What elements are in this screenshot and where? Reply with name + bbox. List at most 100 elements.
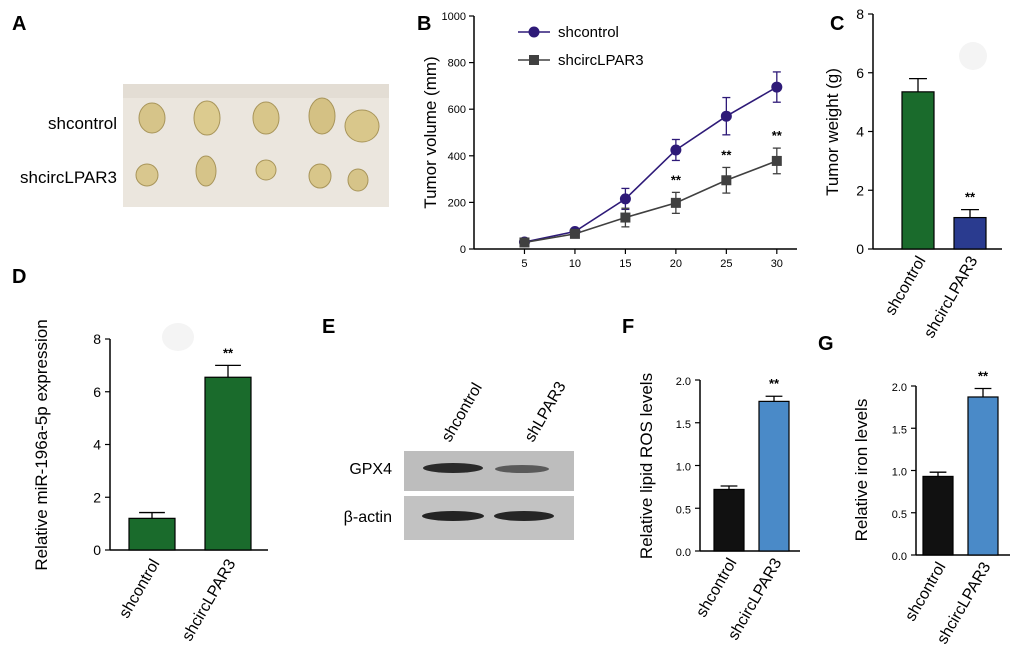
panel-letter-d: D (12, 266, 26, 288)
tumor-blob (252, 101, 280, 135)
significance-label: ** (721, 147, 732, 162)
panel-letter-c: C (830, 13, 844, 35)
y-tick-label: 6 (856, 65, 864, 81)
bar-shcontrol (128, 517, 176, 551)
y-tick-label: 600 (448, 104, 466, 116)
data-point-shcircLPAR3 (670, 197, 681, 208)
bar-shcontrol (901, 91, 935, 250)
panel-letter-a: A (12, 13, 26, 35)
lane-label-shLPAR3: shLPAR3 (522, 379, 570, 445)
band-label-actin: β-actin (344, 509, 392, 526)
x-tick-label: 10 (569, 258, 581, 270)
panel-letter-g: G (818, 333, 834, 355)
band-actin-shLPAR3 (494, 511, 554, 521)
data-point-shcircLPAR3 (721, 175, 732, 186)
y-tick-label: 1.0 (892, 467, 907, 479)
tumor-row-shcircLPAR3 (135, 155, 369, 192)
y-tick-label: 6 (93, 384, 101, 400)
y-tick-label: 0 (856, 241, 864, 257)
tumor-blob (308, 97, 336, 135)
x-tick-label: 15 (619, 258, 631, 270)
panel-e-western-blot: E shcontrol shLPAR3 GPX4 β-actin (322, 316, 574, 540)
data-point-shcircLPAR3 (519, 237, 530, 248)
tumor-photo (123, 84, 389, 207)
data-point-shcontrol (771, 81, 783, 93)
y-axis-title: Relative iron levels (852, 399, 871, 542)
series-line-shcircLPAR3 (524, 160, 778, 244)
band-label-gpx4: GPX4 (349, 461, 392, 478)
significance-label: ** (671, 172, 682, 187)
row-label-shcircLPAR3: shcircLPAR3 (20, 168, 117, 187)
tumor-blob (308, 163, 332, 189)
band-gpx4-shcontrol (423, 463, 483, 473)
y-tick-label: 200 (448, 197, 466, 209)
significance-label: ** (769, 376, 780, 391)
panel-f-bar-chart: F 0.00.51.01.52.0shcontrol**shcircLPAR3R… (622, 316, 800, 643)
data-point-shcontrol (720, 110, 732, 122)
bar-shcircLPAR3 (758, 400, 790, 552)
y-tick-label: 1.0 (676, 462, 691, 474)
significance-label: ** (965, 190, 976, 205)
x-tick-label: 25 (720, 258, 732, 270)
y-tick-label: 0 (460, 244, 466, 256)
y-tick-label: 0.5 (676, 504, 691, 516)
data-point-shcontrol (619, 193, 631, 205)
photo-background (123, 84, 389, 207)
legend-marker (528, 26, 540, 38)
y-tick-label: 4 (93, 437, 101, 453)
band-actin-shcontrol (422, 511, 484, 521)
tumor-blob (347, 168, 369, 192)
tumor-blob (135, 163, 159, 187)
band-gpx4-shLPAR3 (495, 465, 549, 473)
tumor-blob (195, 155, 217, 187)
y-tick-label: 8 (93, 331, 101, 347)
tumor-blob (193, 100, 221, 136)
y-tick-label: 2 (856, 182, 864, 198)
row-label-shcontrol: shcontrol (48, 114, 117, 133)
y-axis-title: Relative miR-196a-5p expression (32, 319, 51, 570)
significance-label: ** (223, 345, 234, 360)
tumor-blob (138, 102, 166, 134)
y-tick-label: 4 (856, 124, 864, 140)
bar-shcircLPAR3 (204, 376, 252, 551)
category-label-shcircLPAR3: shcircLPAR3 (179, 556, 239, 644)
panel-letter-e: E (322, 316, 335, 338)
bar-shcontrol (713, 488, 745, 552)
series-line-shcontrol (524, 86, 778, 243)
data-point-shcircLPAR3 (771, 155, 782, 166)
y-tick-label: 800 (448, 58, 466, 70)
photo-shade-top (123, 84, 389, 98)
category-label-shcontrol: shcontrol (882, 254, 929, 319)
panel-b-line-chart: B 0 200 400 600 800 1000 5 10 15 20 25 30 Tumor volu… (417, 11, 797, 270)
panel-a: A shcontrol shcircLPAR3 (12, 13, 389, 207)
x-tick-label: 30 (771, 258, 783, 270)
y-tick-label: 2.0 (892, 382, 907, 394)
y-axis-title: Tumor volume (mm) (421, 56, 440, 208)
tumor-row-shcontrol (138, 97, 380, 143)
data-point-shcircLPAR3 (620, 212, 631, 223)
bar-shcircLPAR3 (967, 396, 999, 556)
category-label-shcontrol: shcontrol (902, 560, 949, 625)
y-tick-label: 2.0 (676, 376, 691, 388)
y-tick-label: 0.0 (892, 551, 907, 563)
y-tick-label: 2 (93, 489, 101, 505)
y-tick-label: 1.5 (676, 419, 691, 431)
image-smudge (162, 323, 194, 351)
y-axis-title: Relative lipid ROS levels (637, 373, 656, 559)
panel-g-bar-chart: G 0.00.51.01.52.0shcontrol**shcircLPAR3R… (818, 333, 1010, 647)
significance-label: ** (772, 128, 783, 143)
y-tick-label: 400 (448, 151, 466, 163)
legend-label-shcircLPAR3: shcircLPAR3 (558, 52, 644, 69)
lane-label-shcontrol: shcontrol (439, 380, 486, 445)
category-label-shcontrol: shcontrol (693, 556, 740, 621)
significance-label: ** (978, 369, 989, 384)
y-tick-label: 0.0 (676, 547, 691, 559)
category-label-shcircLPAR3: shcircLPAR3 (921, 253, 981, 341)
panel-letter-b: B (417, 13, 431, 35)
legend-label-shcontrol: shcontrol (558, 24, 619, 41)
bar-shcircLPAR3 (953, 216, 987, 250)
y-tick-label: 1000 (442, 11, 466, 23)
y-tick-label: 1.5 (892, 424, 907, 436)
x-tick-label: 20 (670, 258, 682, 270)
